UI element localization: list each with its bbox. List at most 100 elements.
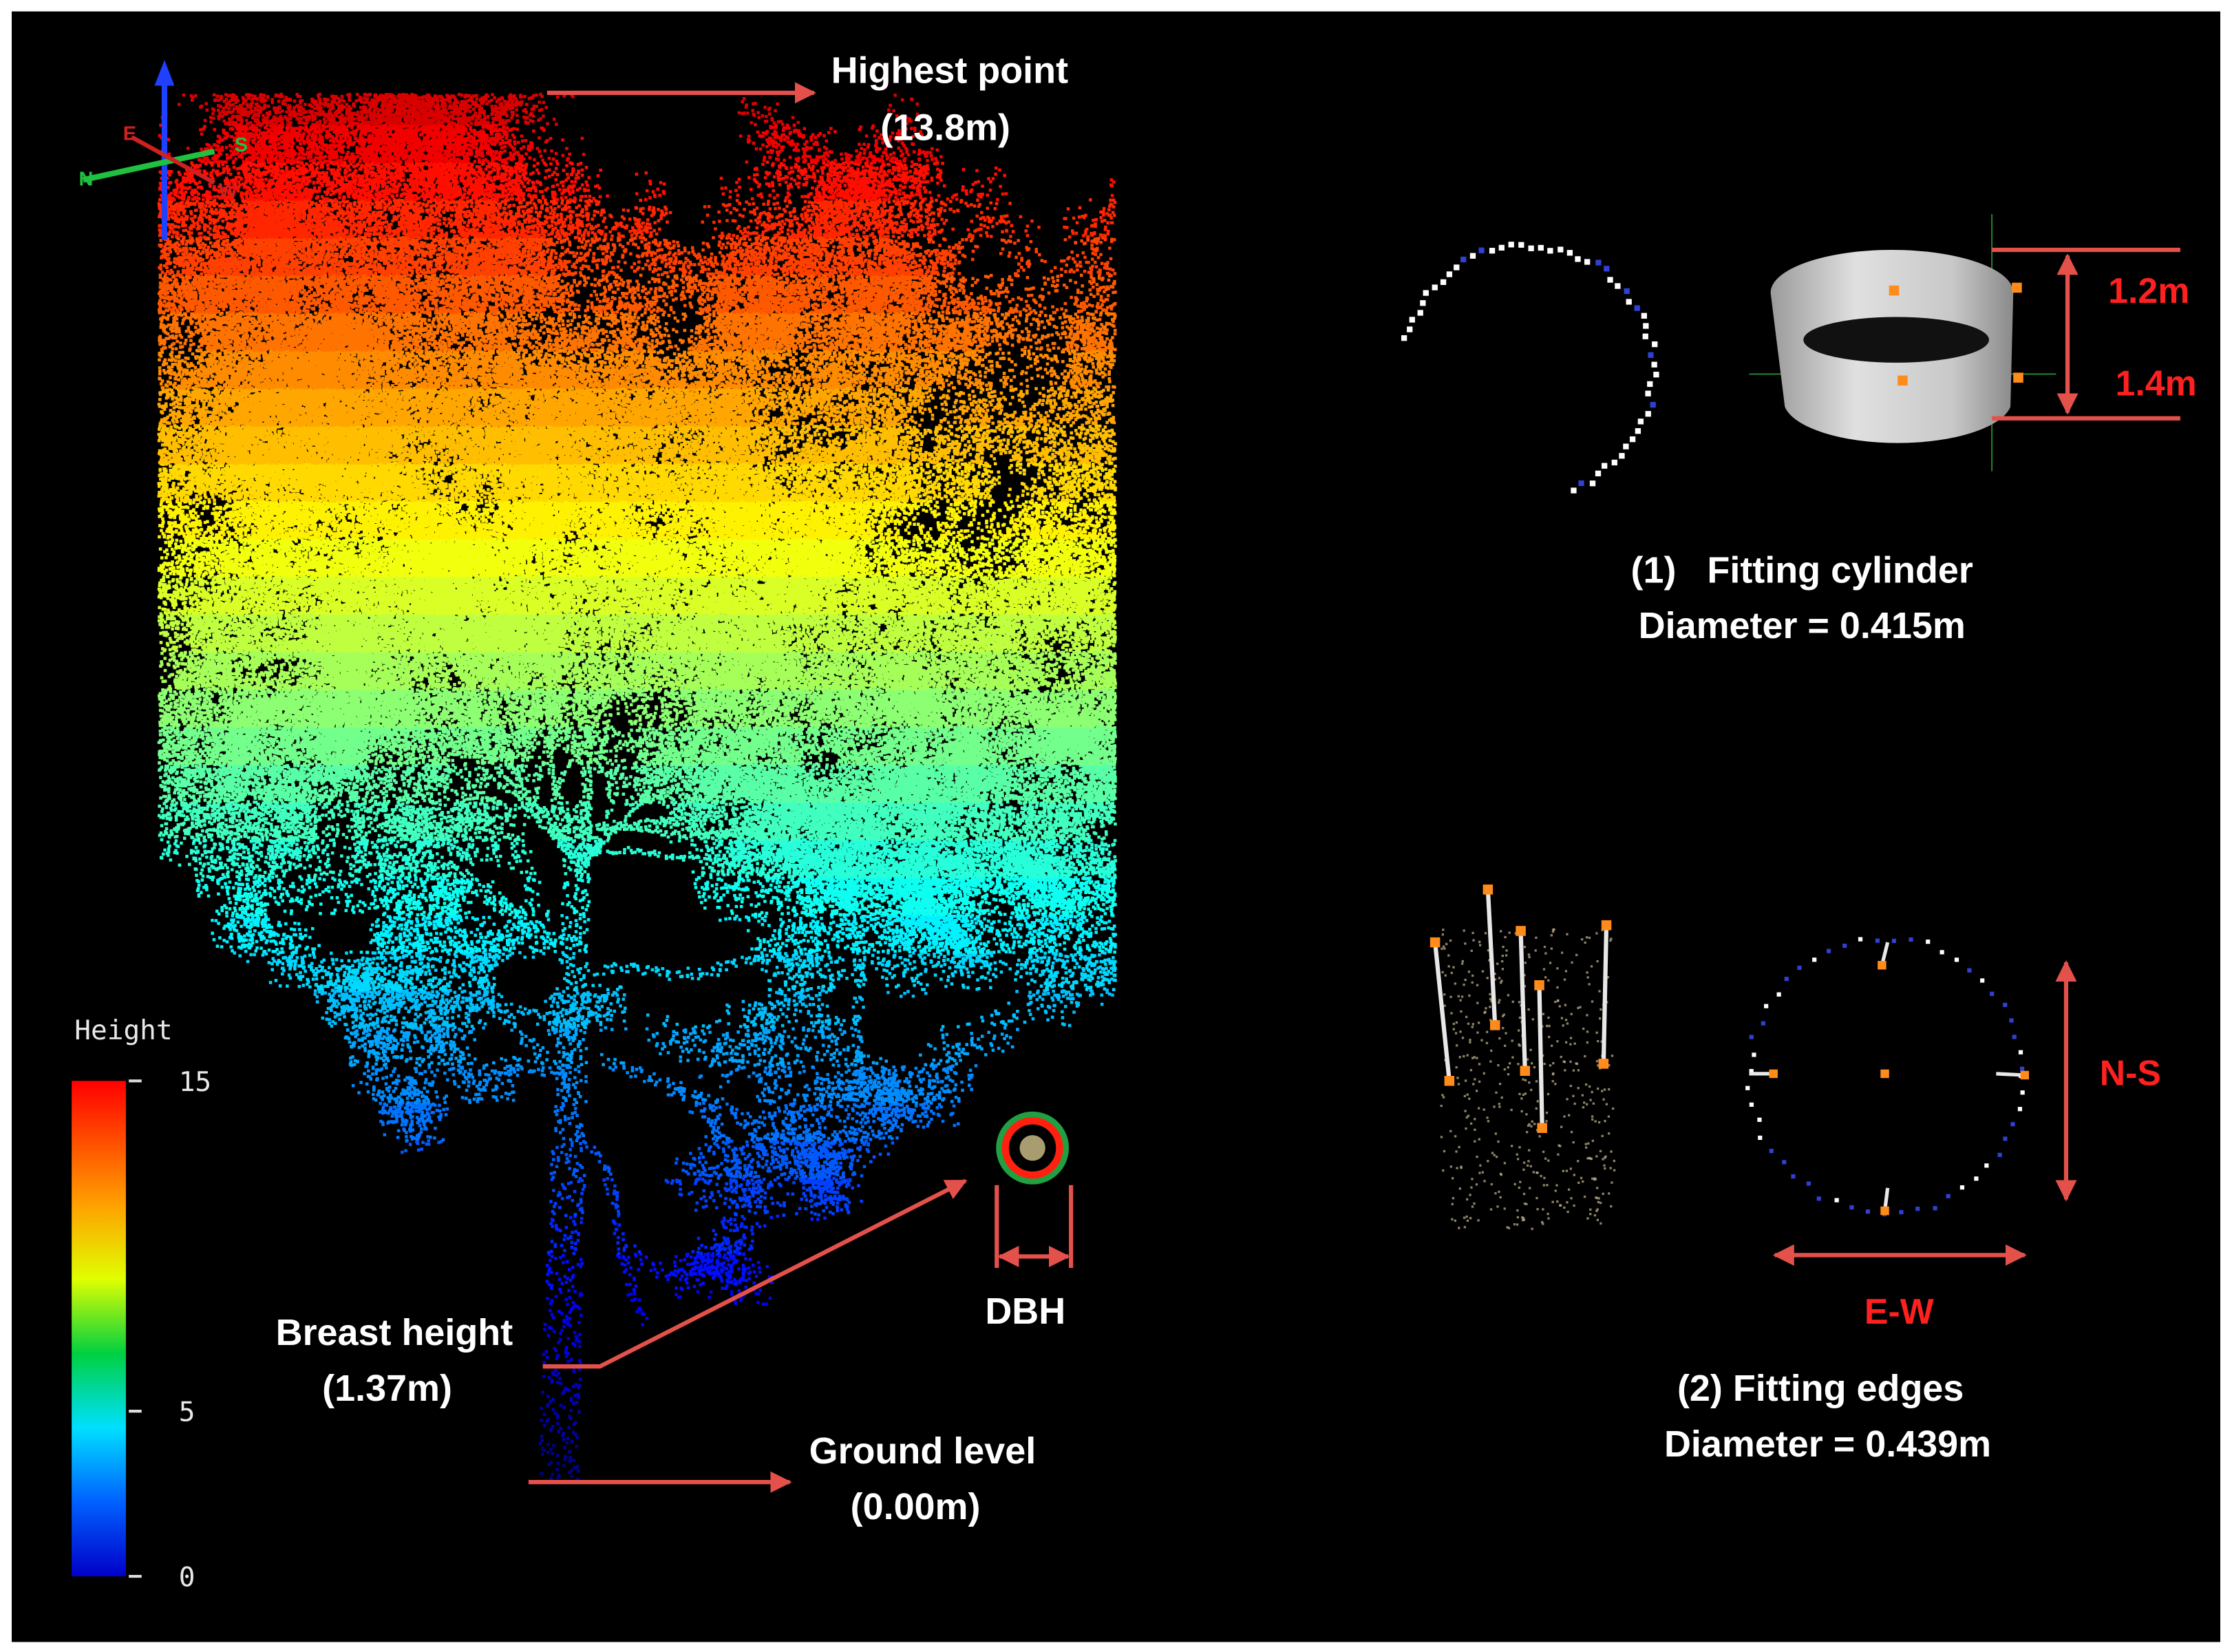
point: [1460, 995, 1464, 998]
point: [1487, 1120, 1490, 1123]
point: [1525, 1203, 1528, 1205]
point: [1613, 1159, 1615, 1163]
point: [1529, 1048, 1532, 1052]
label: 1.4m: [2116, 363, 2197, 403]
point: [1602, 463, 1608, 469]
point: [1454, 264, 1460, 271]
point: [1540, 1174, 1542, 1178]
point: [1522, 1218, 1526, 1221]
edge-point: [1520, 1066, 1531, 1077]
point: [1535, 1196, 1538, 1200]
point: [1586, 971, 1588, 974]
point: [1524, 962, 1527, 964]
point: [1611, 1181, 1613, 1184]
point-cloud-tree: [157, 92, 1117, 1481]
point: [1595, 1209, 1598, 1212]
point: [1500, 979, 1503, 982]
point: [1581, 1094, 1584, 1097]
edge-line: [1996, 1072, 2025, 1077]
points: [401, 1139, 895, 1180]
point: [1849, 1205, 1854, 1210]
point: [1563, 1206, 1566, 1209]
point: [1915, 1207, 1920, 1211]
point: [1471, 1023, 1475, 1026]
point: [1519, 1180, 1522, 1183]
point: [1417, 310, 1423, 316]
point: [1467, 971, 1471, 973]
point: [1536, 1208, 1539, 1211]
point: [1476, 1057, 1478, 1059]
point: [1647, 381, 1653, 388]
point: [1505, 1032, 1507, 1035]
point: [1545, 1024, 1549, 1028]
point: [1498, 1105, 1501, 1108]
point: [1518, 242, 1524, 248]
edge-point: [1489, 1020, 1500, 1030]
point: [1503, 1162, 1507, 1165]
point: [1449, 1130, 1452, 1132]
point: [1591, 1139, 1594, 1143]
point: [1596, 960, 1599, 963]
point: [1561, 951, 1564, 954]
point: [1842, 943, 1847, 949]
point: [1557, 1153, 1560, 1156]
point: [1465, 1198, 1469, 1201]
point: [1466, 1093, 1469, 1096]
point: [1557, 999, 1560, 1002]
point: [1532, 1171, 1535, 1174]
point: [1525, 1113, 1528, 1116]
point: [1513, 1183, 1516, 1186]
point: [1481, 970, 1485, 973]
caption: (1) Fitting cylinder: [1631, 549, 1973, 591]
slice-points: [1401, 242, 1659, 494]
point: [1587, 1142, 1590, 1145]
point: [1495, 1155, 1498, 1158]
point: [1547, 248, 1553, 254]
point: [1455, 1021, 1458, 1024]
point: [1597, 1039, 1599, 1043]
point: [1591, 1177, 1594, 1180]
point: [1544, 976, 1547, 979]
point: [1533, 1066, 1536, 1069]
point: [1510, 1145, 1513, 1147]
point: [1449, 939, 1452, 942]
point: [1522, 1192, 1526, 1196]
point: [1484, 1010, 1487, 1013]
label: (13.8m): [880, 107, 1010, 148]
point: [1474, 1118, 1476, 1121]
point: [1471, 1205, 1474, 1208]
point: [1471, 981, 1474, 984]
point: [1508, 242, 1514, 248]
point: [1834, 1198, 1839, 1203]
point: [1594, 1178, 1597, 1180]
point: [1571, 961, 1573, 964]
point: [1522, 1093, 1525, 1097]
point: [1501, 1015, 1505, 1017]
points: [158, 800, 1117, 841]
point: [2003, 1136, 2008, 1141]
points: [158, 235, 1117, 277]
point: [1556, 986, 1559, 989]
point: [1595, 260, 1602, 266]
point: [1607, 1132, 1611, 1135]
point: [1465, 1015, 1468, 1019]
tick-label: 5: [179, 1397, 195, 1428]
points: [159, 650, 1117, 691]
point: [1477, 1021, 1480, 1024]
point: [1483, 1180, 1486, 1183]
axes-gizmo: N S E W: [78, 60, 248, 240]
point: [1503, 1207, 1506, 1210]
points: [546, 1214, 827, 1256]
edge-point: [1537, 1123, 1547, 1133]
point: [1551, 1044, 1553, 1047]
point: [1545, 1111, 1549, 1114]
point: [1653, 372, 1659, 378]
point: [1500, 1096, 1503, 1099]
point: [1564, 1041, 1568, 1044]
edge-point: [1880, 1206, 1889, 1216]
point: [1954, 957, 1959, 962]
point: [1556, 1200, 1559, 1203]
point: [1451, 1203, 1454, 1205]
point: [1547, 979, 1550, 982]
point: [1608, 1064, 1611, 1067]
